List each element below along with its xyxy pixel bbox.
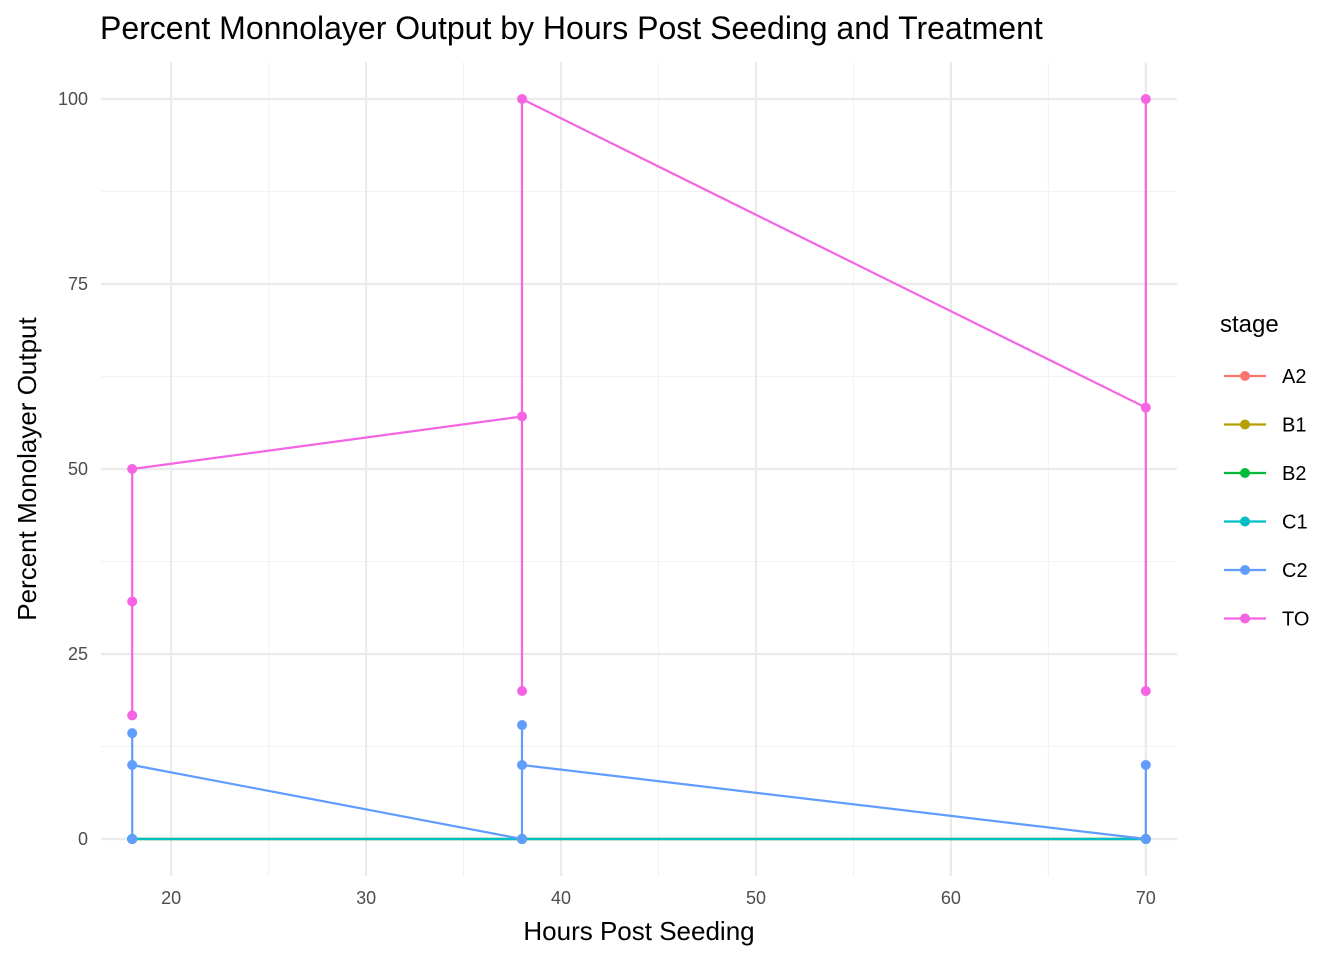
chart-title: Percent Monnolayer Output by Hours Post … (100, 10, 1043, 46)
data-point (127, 834, 138, 844)
data-point (1140, 94, 1151, 104)
data-point (517, 94, 528, 104)
y-tick-label: 100 (58, 89, 88, 109)
legend-label: B1 (1282, 415, 1306, 437)
x-tick-label: 60 (941, 888, 961, 908)
legend-item-c1: C1 (1224, 512, 1308, 534)
legend-key-point (1240, 468, 1250, 478)
data-point (1140, 760, 1151, 770)
data-point (517, 834, 528, 844)
series-c1 (127, 834, 1151, 844)
legend-item-to: TO (1224, 609, 1309, 631)
legend-item-c2: C2 (1224, 560, 1308, 582)
data-point (127, 728, 138, 739)
legend-item-b2: B2 (1224, 463, 1306, 485)
legend: stage A2 B1 B2 C1 C2 TO (1220, 311, 1309, 631)
legend-key-point (1240, 565, 1250, 575)
legend-key-point (1240, 371, 1250, 381)
legend-label: A2 (1282, 366, 1306, 388)
data-point (127, 760, 138, 770)
y-tick-label: 25 (68, 644, 88, 664)
legend-key-point (1240, 613, 1250, 624)
x-tick-label: 70 (1136, 888, 1156, 908)
x-axis: 20 30 40 50 60 70 (161, 888, 1156, 908)
legend-key-point (1240, 516, 1250, 527)
legend-label: TO (1282, 609, 1309, 631)
series-line (131, 723, 1147, 841)
x-tick-label: 20 (161, 888, 181, 908)
data-point (127, 710, 138, 721)
y-tick-label: 0 (78, 829, 88, 849)
data-point (1140, 402, 1151, 413)
y-axis-title: Percent Monolayer Output (12, 316, 42, 620)
legend-label: B2 (1282, 463, 1306, 485)
data-point (517, 720, 528, 731)
x-axis-title: Hours Post Seeding (523, 916, 754, 946)
x-tick-label: 50 (746, 888, 766, 908)
series-c2 (127, 720, 1151, 844)
data-point (1140, 686, 1151, 696)
data-point (127, 464, 138, 474)
data-point (517, 760, 528, 770)
data-point (1140, 834, 1151, 844)
data-point (517, 686, 528, 696)
y-tick-label: 50 (68, 459, 88, 479)
y-axis: 0 25 50 75 100 (58, 89, 88, 849)
plot-area (127, 94, 1151, 844)
legend-label: C1 (1282, 512, 1308, 534)
legend-label: C2 (1282, 560, 1308, 582)
series-to (127, 94, 1151, 721)
x-tick-label: 30 (356, 888, 376, 908)
y-tick-label: 75 (68, 274, 88, 294)
x-tick-label: 40 (551, 888, 571, 908)
legend-title: stage (1220, 311, 1279, 338)
grid (101, 62, 1177, 876)
legend-key-point (1240, 419, 1250, 430)
legend-item-a2: A2 (1224, 366, 1306, 388)
data-point (517, 411, 528, 422)
data-point (127, 596, 138, 607)
legend-item-b1: B1 (1224, 415, 1306, 437)
